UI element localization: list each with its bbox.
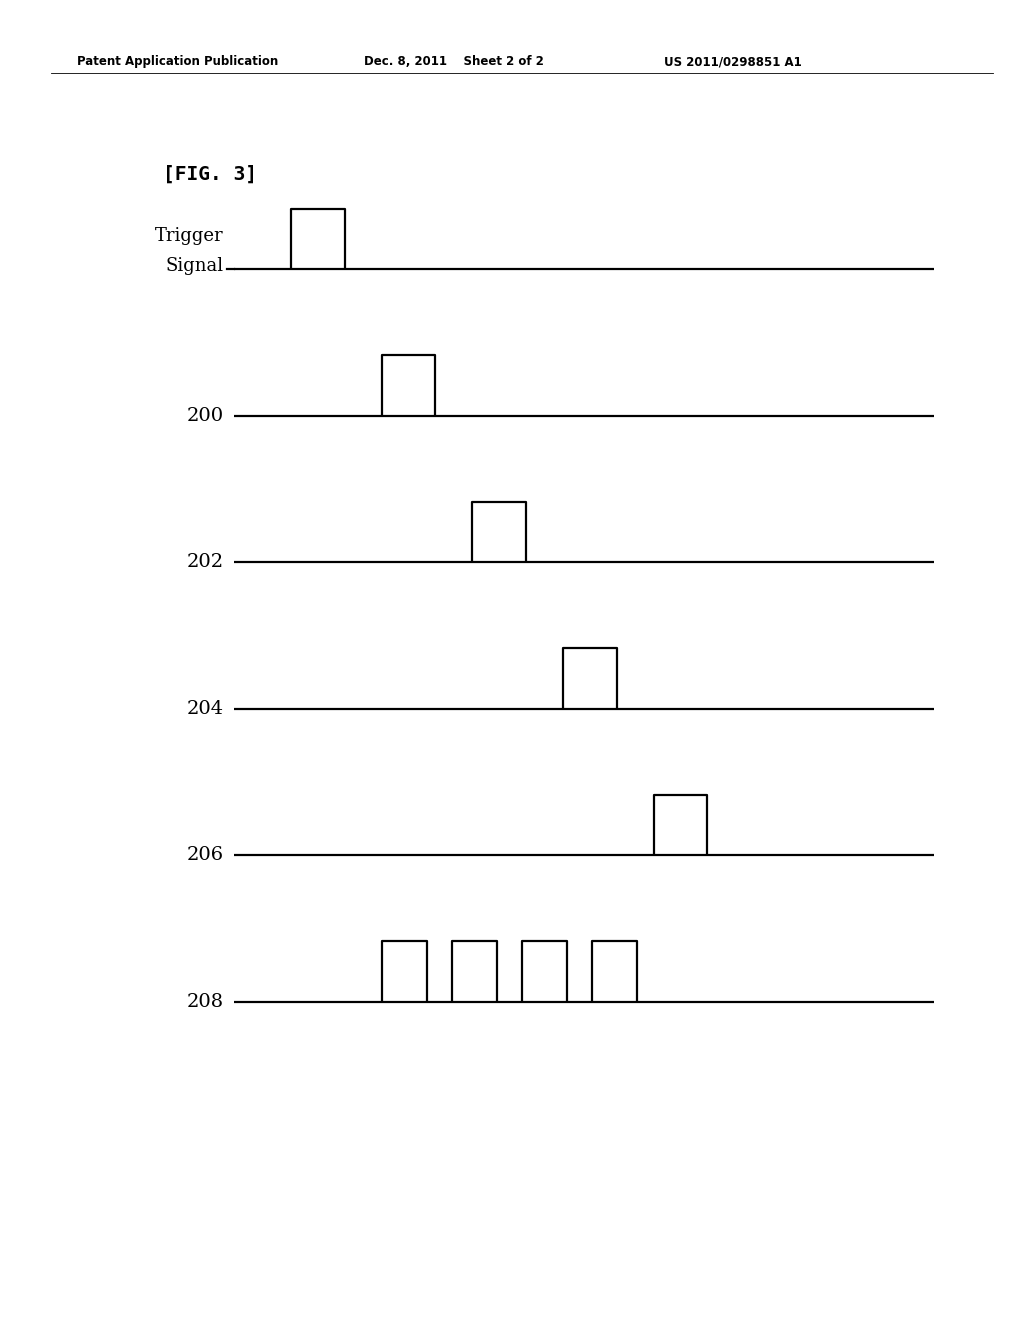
Text: US 2011/0298851 A1: US 2011/0298851 A1 xyxy=(664,55,802,69)
Text: Signal: Signal xyxy=(166,257,223,276)
Text: 208: 208 xyxy=(186,993,223,1011)
Text: 200: 200 xyxy=(186,407,223,425)
Text: 204: 204 xyxy=(186,700,223,718)
Text: Trigger: Trigger xyxy=(155,227,223,246)
Text: Patent Application Publication: Patent Application Publication xyxy=(77,55,279,69)
Text: 206: 206 xyxy=(186,846,223,865)
Text: [FIG. 3]: [FIG. 3] xyxy=(164,165,257,183)
Text: 202: 202 xyxy=(186,553,223,572)
Text: Dec. 8, 2011    Sheet 2 of 2: Dec. 8, 2011 Sheet 2 of 2 xyxy=(364,55,544,69)
